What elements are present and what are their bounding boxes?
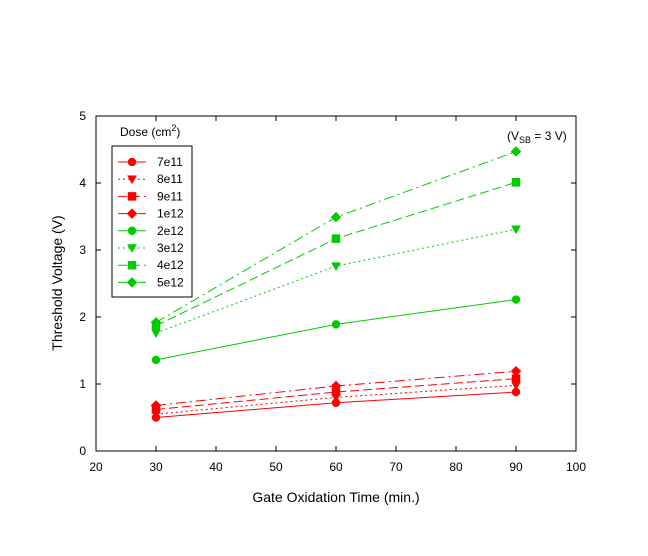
x-tick-label: 80 bbox=[449, 460, 463, 474]
axis-ticks: 20 30 40 50 60 70 80 90 100 0 1 2 3 4 5 bbox=[79, 109, 586, 474]
y-tick-label: 2 bbox=[79, 310, 86, 324]
data-point-3e12 bbox=[151, 329, 161, 339]
y-tick-label: 1 bbox=[79, 377, 86, 391]
x-tick-label: 20 bbox=[89, 460, 103, 474]
series-line-3e12 bbox=[155, 228, 517, 334]
legend-marker-3e12 bbox=[127, 244, 137, 254]
x-tick-label: 60 bbox=[329, 460, 343, 474]
legend-marker-9e11 bbox=[127, 192, 137, 201]
legend-label-8e11: 8e11 bbox=[157, 172, 183, 186]
legend-label-7e11: 7e11 bbox=[157, 155, 183, 169]
y-tick-label: 4 bbox=[79, 176, 86, 190]
legend-label-2e12: 2e12 bbox=[157, 224, 184, 238]
legend-title: Dose (cm2) bbox=[120, 123, 180, 139]
legend-label-4e12: 4e12 bbox=[157, 258, 184, 272]
data-point-5e12 bbox=[510, 146, 522, 157]
legend: 7e11 8e11 9e11 1e12 2e12 3e12 4e12 5e12 bbox=[118, 155, 184, 289]
x-tick-label: 40 bbox=[209, 460, 223, 474]
series-lines bbox=[155, 151, 517, 418]
legend-marker-5e12 bbox=[126, 277, 138, 288]
x-tick-label: 30 bbox=[149, 460, 163, 474]
data-point-5e12 bbox=[150, 317, 162, 328]
legend-box bbox=[111, 145, 193, 298]
y-axis-title: Threshold Voltage (V) bbox=[49, 215, 65, 350]
x-tick-label: 70 bbox=[389, 460, 403, 474]
legend-label-1e12: 1e12 bbox=[157, 207, 184, 221]
data-point-1e12 bbox=[510, 365, 522, 377]
x-tick-label: 90 bbox=[509, 460, 523, 474]
legend-label-9e11: 9e11 bbox=[157, 189, 183, 203]
legend-label-3e12: 3e12 bbox=[157, 241, 184, 255]
data-point-1e12 bbox=[150, 400, 162, 411]
series-markers bbox=[150, 146, 522, 422]
x-tick-label: 50 bbox=[269, 460, 283, 474]
legend-marker-7e11 bbox=[127, 157, 137, 167]
legend-marker-8e11 bbox=[127, 175, 137, 185]
data-point-5e12 bbox=[330, 211, 342, 223]
data-point-3e12 bbox=[511, 225, 521, 235]
x-axis-title: Gate Oxidation Time (min.) bbox=[252, 489, 419, 505]
y-tick-label: 5 bbox=[79, 109, 86, 123]
data-point-2e12 bbox=[511, 295, 521, 304]
data-point-4e12 bbox=[331, 234, 341, 243]
data-point-4e12 bbox=[511, 178, 521, 187]
data-point-1e12 bbox=[330, 380, 342, 392]
data-point-2e12 bbox=[151, 355, 161, 365]
x-tick-label: 100 bbox=[566, 460, 586, 474]
y-tick-label: 3 bbox=[79, 243, 86, 257]
vsb-annotation: (VSB = 3 V) bbox=[507, 129, 567, 145]
y-tick-label: 0 bbox=[79, 444, 86, 458]
legend-label-5e12: 5e12 bbox=[157, 275, 184, 289]
legend-marker-4e12 bbox=[127, 260, 137, 270]
series-line-4e12 bbox=[155, 181, 517, 327]
data-point-3e12 bbox=[331, 262, 341, 272]
data-point-2e12 bbox=[331, 320, 341, 329]
legend-marker-2e12 bbox=[127, 226, 137, 236]
legend-marker-1e12 bbox=[126, 208, 138, 219]
series-line-2e12 bbox=[155, 299, 517, 361]
series-line-9e11 bbox=[155, 378, 517, 410]
data-point-8e11 bbox=[511, 381, 521, 391]
